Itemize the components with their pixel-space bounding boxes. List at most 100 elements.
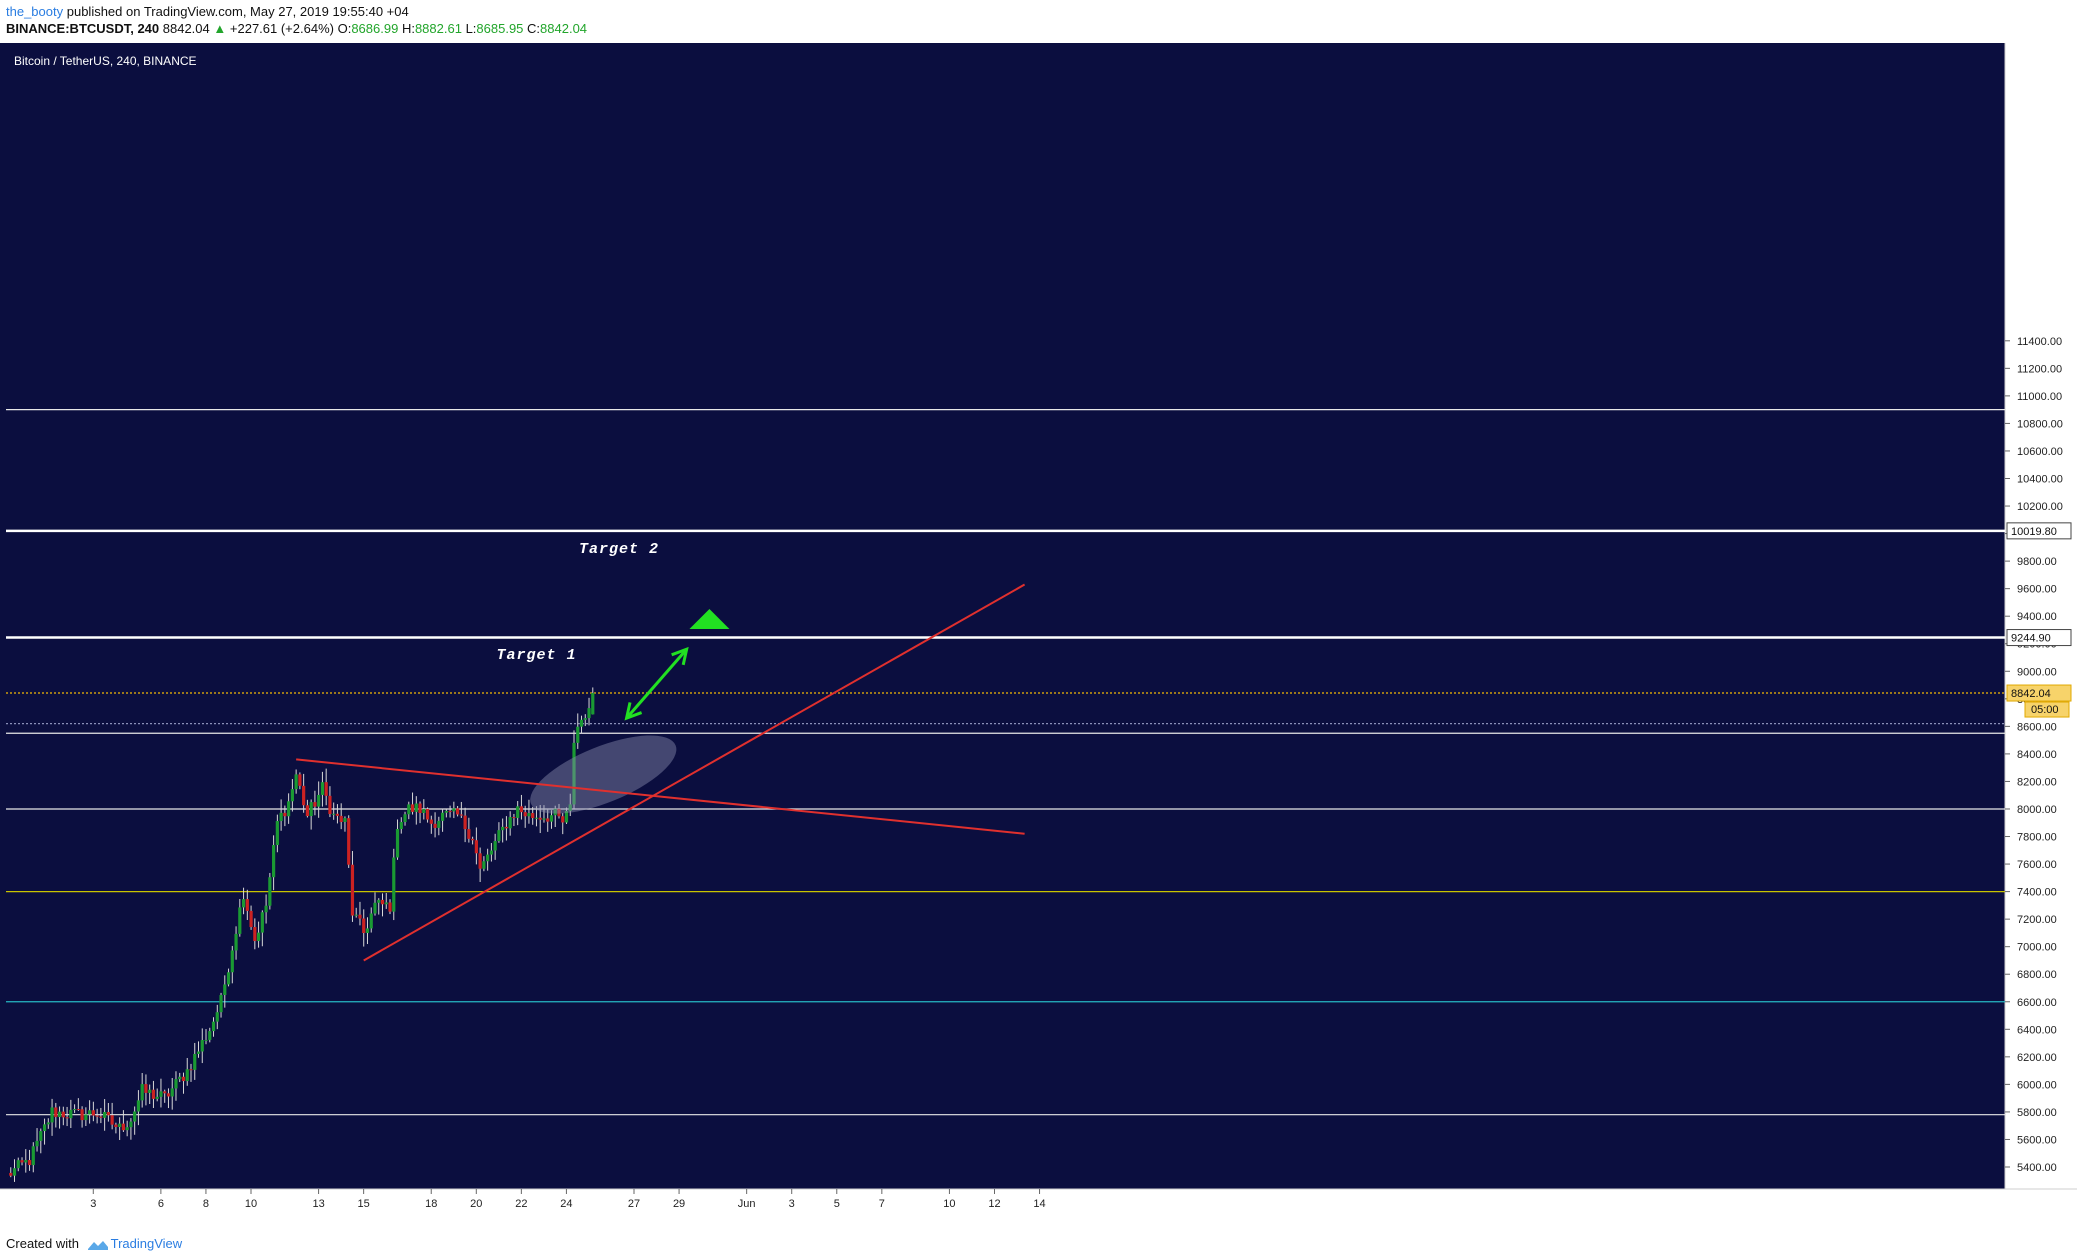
candle-body xyxy=(80,1109,84,1121)
y-tick-label: 6200.00 xyxy=(2017,1052,2057,1064)
candle-body xyxy=(287,801,291,817)
close-value: 8842.04 xyxy=(540,21,588,36)
x-tick-label: 3 xyxy=(90,1198,96,1210)
chart-area[interactable]: Bitcoin / TetherUS, 240, BINANCE 5400.00 5… xyxy=(0,43,2077,1239)
candle-body xyxy=(84,1114,88,1121)
candle-body xyxy=(587,708,591,719)
candle-body xyxy=(418,803,422,813)
candle-body xyxy=(456,808,460,815)
x-tick-label: 3 xyxy=(789,1198,795,1210)
candle-body xyxy=(332,813,336,815)
candle-body xyxy=(264,905,268,913)
candle-body xyxy=(531,813,535,819)
candle-body xyxy=(358,914,362,919)
close-label: C: xyxy=(527,21,541,36)
candle-body xyxy=(474,840,478,854)
price-chart[interactable]: Bitcoin / TetherUS, 240, BINANCE 5400.00 5… xyxy=(0,43,2077,1239)
candle-body xyxy=(519,806,524,813)
y-tick-label: 7000.00 xyxy=(2017,942,2057,954)
candle-body xyxy=(444,810,448,813)
candle-body xyxy=(369,913,373,929)
annotation-label[interactable]: Target 1 xyxy=(496,647,576,664)
candle-body xyxy=(523,812,527,817)
x-tick-label: 14 xyxy=(1033,1198,1045,1210)
x-tick-label: 29 xyxy=(673,1198,685,1210)
candle-body xyxy=(561,816,565,823)
created-with-text: Created with xyxy=(6,1236,79,1251)
candle-body xyxy=(568,804,572,811)
author-link[interactable]: the_booty xyxy=(6,4,64,19)
time-axis[interactable] xyxy=(0,1189,2077,1239)
candle-body xyxy=(226,972,231,985)
candle-body xyxy=(395,828,400,858)
candle-body xyxy=(343,818,347,822)
candle-body xyxy=(136,1100,141,1112)
y-tick-label: 6600.00 xyxy=(2017,997,2057,1009)
y-tick-label: 9400.00 xyxy=(2017,611,2057,623)
candle-body xyxy=(125,1127,129,1131)
y-tick-label: 8400.00 xyxy=(2017,749,2057,761)
candle-body xyxy=(223,984,227,996)
candle-body xyxy=(429,819,433,824)
candles xyxy=(9,687,595,1182)
candle-body xyxy=(185,1069,189,1082)
y-tick-label: 9600.00 xyxy=(2017,584,2057,596)
up-triangle-marker[interactable] xyxy=(689,608,730,629)
y-tick-label: 5400.00 xyxy=(2017,1162,2057,1174)
arrow-head xyxy=(624,702,643,721)
y-tick-label: 10600.00 xyxy=(2017,446,2063,458)
y-tick-label: 8600.00 xyxy=(2017,721,2057,733)
y-tick-label: 9000.00 xyxy=(2017,666,2057,678)
x-tick-label: 15 xyxy=(358,1198,370,1210)
highlight-ellipse[interactable] xyxy=(520,719,686,829)
tradingview-link[interactable]: TradingView xyxy=(110,1236,183,1251)
candle-body xyxy=(380,899,385,905)
candle-body xyxy=(31,1146,35,1166)
level-price-label: 9244.90 xyxy=(2011,633,2051,645)
candle-body xyxy=(335,813,340,816)
candle-body xyxy=(290,789,294,802)
candle-body xyxy=(155,1096,159,1099)
candle-body xyxy=(27,1160,32,1166)
candle-body xyxy=(275,821,279,846)
candle-body xyxy=(272,845,276,878)
candle-body xyxy=(72,1109,77,1111)
candle-body xyxy=(317,794,321,807)
low-label: L: xyxy=(465,21,477,36)
candle-body xyxy=(298,774,302,786)
candle-body xyxy=(433,823,437,828)
symbol-label: BINANCE:BTCUSDT, 240 xyxy=(6,21,160,36)
annotation-label[interactable]: Target 2 xyxy=(579,541,659,558)
plot-background xyxy=(0,43,2005,1189)
x-tick-label: 12 xyxy=(988,1198,1000,1210)
candle-body xyxy=(294,774,298,790)
candle-body xyxy=(527,813,531,817)
level-price-label: 8842.04 xyxy=(2011,688,2051,700)
double-arrow[interactable] xyxy=(625,648,688,720)
countdown-box xyxy=(2024,701,2070,718)
y-tick-label: 7600.00 xyxy=(2017,859,2057,871)
x-tick-label: 7 xyxy=(879,1198,885,1210)
y-tick-label: 9800.00 xyxy=(2017,556,2057,568)
candle-body xyxy=(422,808,426,813)
candle-body xyxy=(365,928,370,934)
publish-line: the_booty published on TradingView.com, … xyxy=(6,4,409,19)
candle-body xyxy=(504,826,509,829)
trend-line[interactable] xyxy=(296,758,1025,835)
trend-line[interactable] xyxy=(363,583,1026,962)
price-axis[interactable] xyxy=(2005,43,2077,1189)
candle-body xyxy=(437,820,441,828)
level-price-box xyxy=(2006,629,2072,647)
open-value: 8686.99 xyxy=(351,21,399,36)
candle-body xyxy=(486,854,490,862)
candle-body xyxy=(508,817,512,829)
high-value: 8882.61 xyxy=(414,21,462,36)
candle-body xyxy=(279,812,283,822)
x-tick-label: 13 xyxy=(312,1198,324,1210)
x-tick-label: 18 xyxy=(425,1198,437,1210)
candle-body xyxy=(546,818,550,822)
candle-body xyxy=(178,1076,182,1080)
candle-body xyxy=(440,812,445,821)
candle-body xyxy=(215,1012,219,1022)
candle-body xyxy=(200,1040,204,1052)
